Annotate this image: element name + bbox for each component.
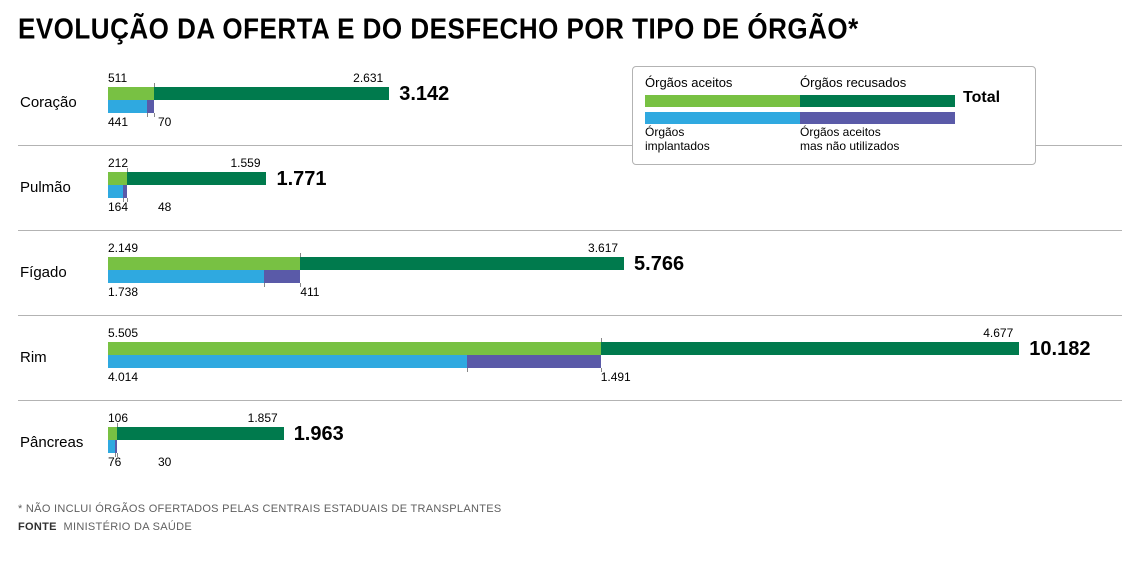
bar-implantados (108, 355, 467, 368)
value-nao-utilizados: 70 (158, 115, 171, 129)
bar-recusados (127, 172, 267, 185)
legend-label-total: Total (963, 89, 1000, 107)
bar-recusados (300, 257, 624, 270)
chart-row: Pâncreas1061.8571.9637630 (18, 401, 1122, 485)
legend-bar-top (645, 95, 955, 107)
value-recusados: 1.559 (230, 156, 260, 170)
bar-implantados (108, 440, 115, 453)
legend-label-nao-utilizados: Órgãos aceitos mas não utilizados (800, 126, 899, 154)
legend-label-recusados: Órgãos recusados (800, 75, 906, 90)
legend-label-aceitos: Órgãos aceitos (645, 75, 800, 90)
value-implantados: 1.738 (108, 285, 138, 299)
bar-aceitos (108, 172, 127, 185)
bar-aceitos (108, 257, 300, 270)
value-total: 1.963 (294, 423, 344, 446)
bar-nao-utilizados (123, 185, 127, 198)
value-implantados: 441 (108, 115, 128, 129)
value-recusados: 4.677 (983, 326, 1013, 340)
bar-area: 1061.8571.9637630 (108, 411, 1122, 473)
value-aceitos: 2.149 (108, 241, 138, 255)
footnote: * NÃO INCLUI ÓRGÃOS OFERTADOS PELAS CENT… (18, 503, 1122, 515)
legend-label-implantados: Órgãos implantados (645, 126, 800, 154)
bar-aceitos (108, 87, 154, 100)
bar-area: 2.149 3.617 5.766 1.738 411 (108, 241, 1122, 303)
bar-implantados (108, 270, 264, 283)
bar-recusados (601, 342, 1020, 355)
bar-nao-utilizados (147, 100, 153, 113)
organ-label: Coração (18, 94, 108, 111)
bar-recusados (154, 87, 389, 100)
legend-bar-bot (645, 112, 955, 124)
value-recusados: 1.857 (248, 411, 278, 425)
bar-nao-utilizados (264, 270, 301, 283)
chart-row: Rim5.505 4.677 10.182 4.014 1.491 (18, 316, 1122, 401)
bar-aceitos (108, 342, 601, 355)
organ-label: Pâncreas (18, 434, 108, 451)
value-nao-utilizados: 30 (158, 455, 171, 469)
value-implantados: 76 (108, 455, 121, 469)
value-implantados: 4.014 (108, 370, 138, 384)
value-total: 10.182 (1029, 338, 1090, 361)
organ-label: Rim (18, 349, 108, 366)
value-nao-utilizados: 411 (300, 285, 319, 299)
value-nao-utilizados: 1.491 (601, 370, 631, 384)
value-total: 5.766 (634, 253, 684, 276)
legend: Órgãos aceitos Órgãos recusados Total Ór… (632, 66, 1036, 165)
chart-row: Fígado2.149 3.617 5.766 1.738 411 (18, 231, 1122, 316)
value-recusados: 3.617 (588, 241, 618, 255)
organ-label: Pulmão (18, 179, 108, 196)
bar-recusados (117, 427, 283, 440)
source-value: MINISTÉRIO DA SAÚDE (64, 521, 193, 533)
bar-area: 212 1.559 1.771 164 48 (108, 156, 1122, 218)
value-implantados: 164 (108, 200, 128, 214)
bar-area: 5.505 4.677 10.182 4.014 1.491 (108, 326, 1122, 388)
value-aceitos: 212 (108, 156, 128, 170)
source: FONTE MINISTÉRIO DA SAÚDE (18, 521, 1122, 533)
value-total: 1.771 (277, 168, 327, 191)
bar-aceitos (108, 427, 117, 440)
bar-nao-utilizados (115, 440, 118, 453)
chart-title: EVOLUÇÃO DA OFERTA E DO DESFECHO POR TIP… (18, 12, 1122, 46)
bar-implantados (108, 100, 147, 113)
organ-label: Fígado (18, 264, 108, 281)
value-aceitos: 5.505 (108, 326, 138, 340)
value-nao-utilizados: 48 (158, 200, 171, 214)
source-label: FONTE (18, 521, 57, 533)
bar-nao-utilizados (467, 355, 600, 368)
value-total: 3.142 (399, 83, 449, 106)
value-recusados: 2.631 (353, 71, 383, 85)
bar-implantados (108, 185, 123, 198)
value-aceitos: 511 (108, 71, 127, 85)
